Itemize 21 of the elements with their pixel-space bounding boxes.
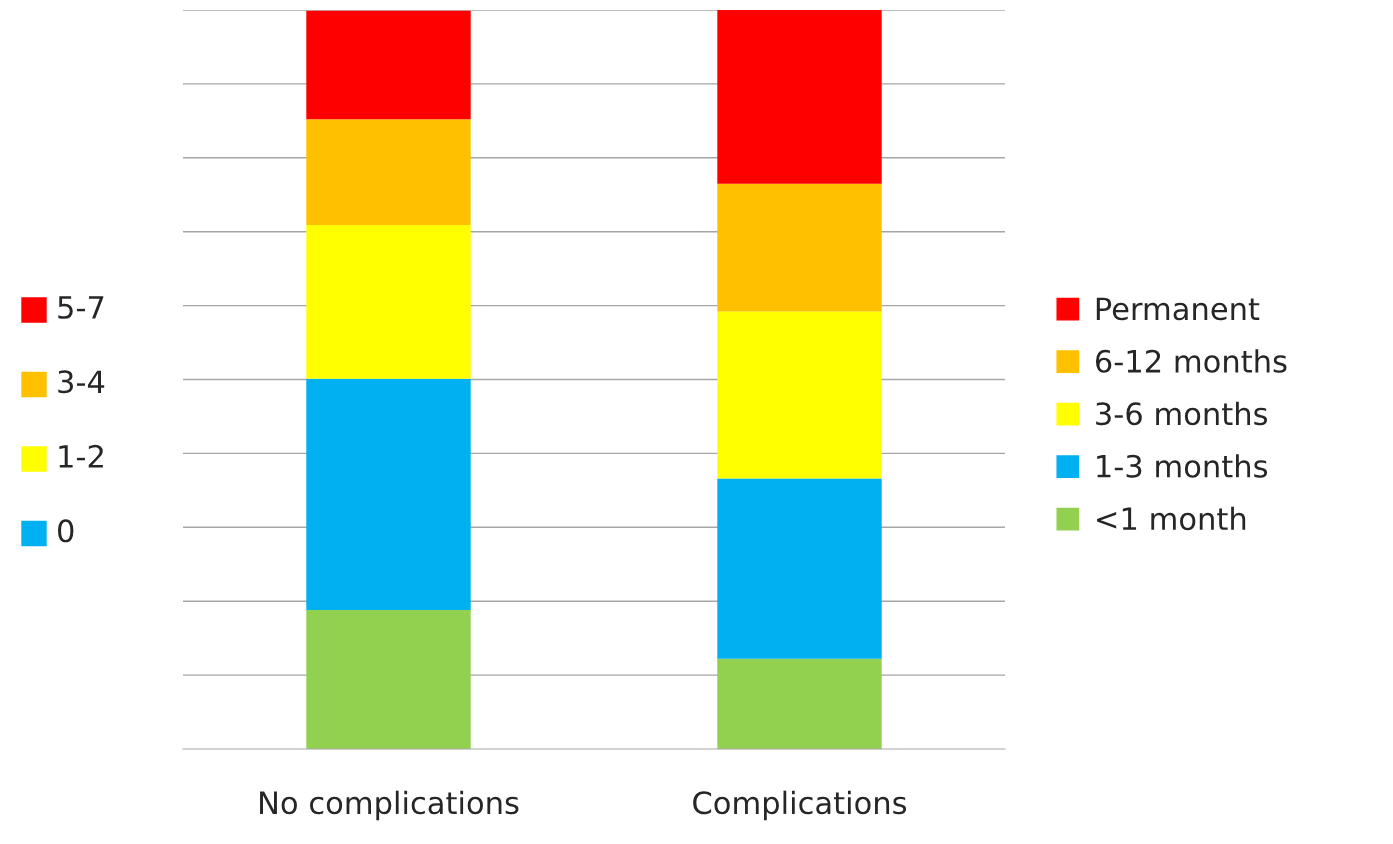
text: 3-4 — [58, 370, 105, 394]
bar — [306, 10, 471, 120]
legend-label: 3-6 months — [1096, 401, 1268, 426]
legend-label: Permanent — [1096, 297, 1260, 321]
x-tick-label: No complications — [260, 790, 519, 821]
bar — [717, 10, 882, 184]
bar — [717, 658, 882, 749]
bar — [306, 610, 471, 749]
bar — [717, 478, 882, 659]
legend-label: 1-3 months — [1097, 454, 1268, 478]
bar — [306, 119, 471, 226]
bar — [717, 183, 882, 312]
legend-label: 6-12 months — [1095, 349, 1287, 373]
legend-label: <1 month — [1097, 506, 1246, 531]
text: 5-7 — [58, 296, 104, 319]
bar — [717, 311, 882, 479]
bar — [306, 225, 471, 379]
bar — [306, 378, 471, 611]
text: 0 — [58, 519, 74, 543]
x-tick-label: Complications — [693, 790, 907, 821]
text: 1-2 — [59, 444, 103, 468]
